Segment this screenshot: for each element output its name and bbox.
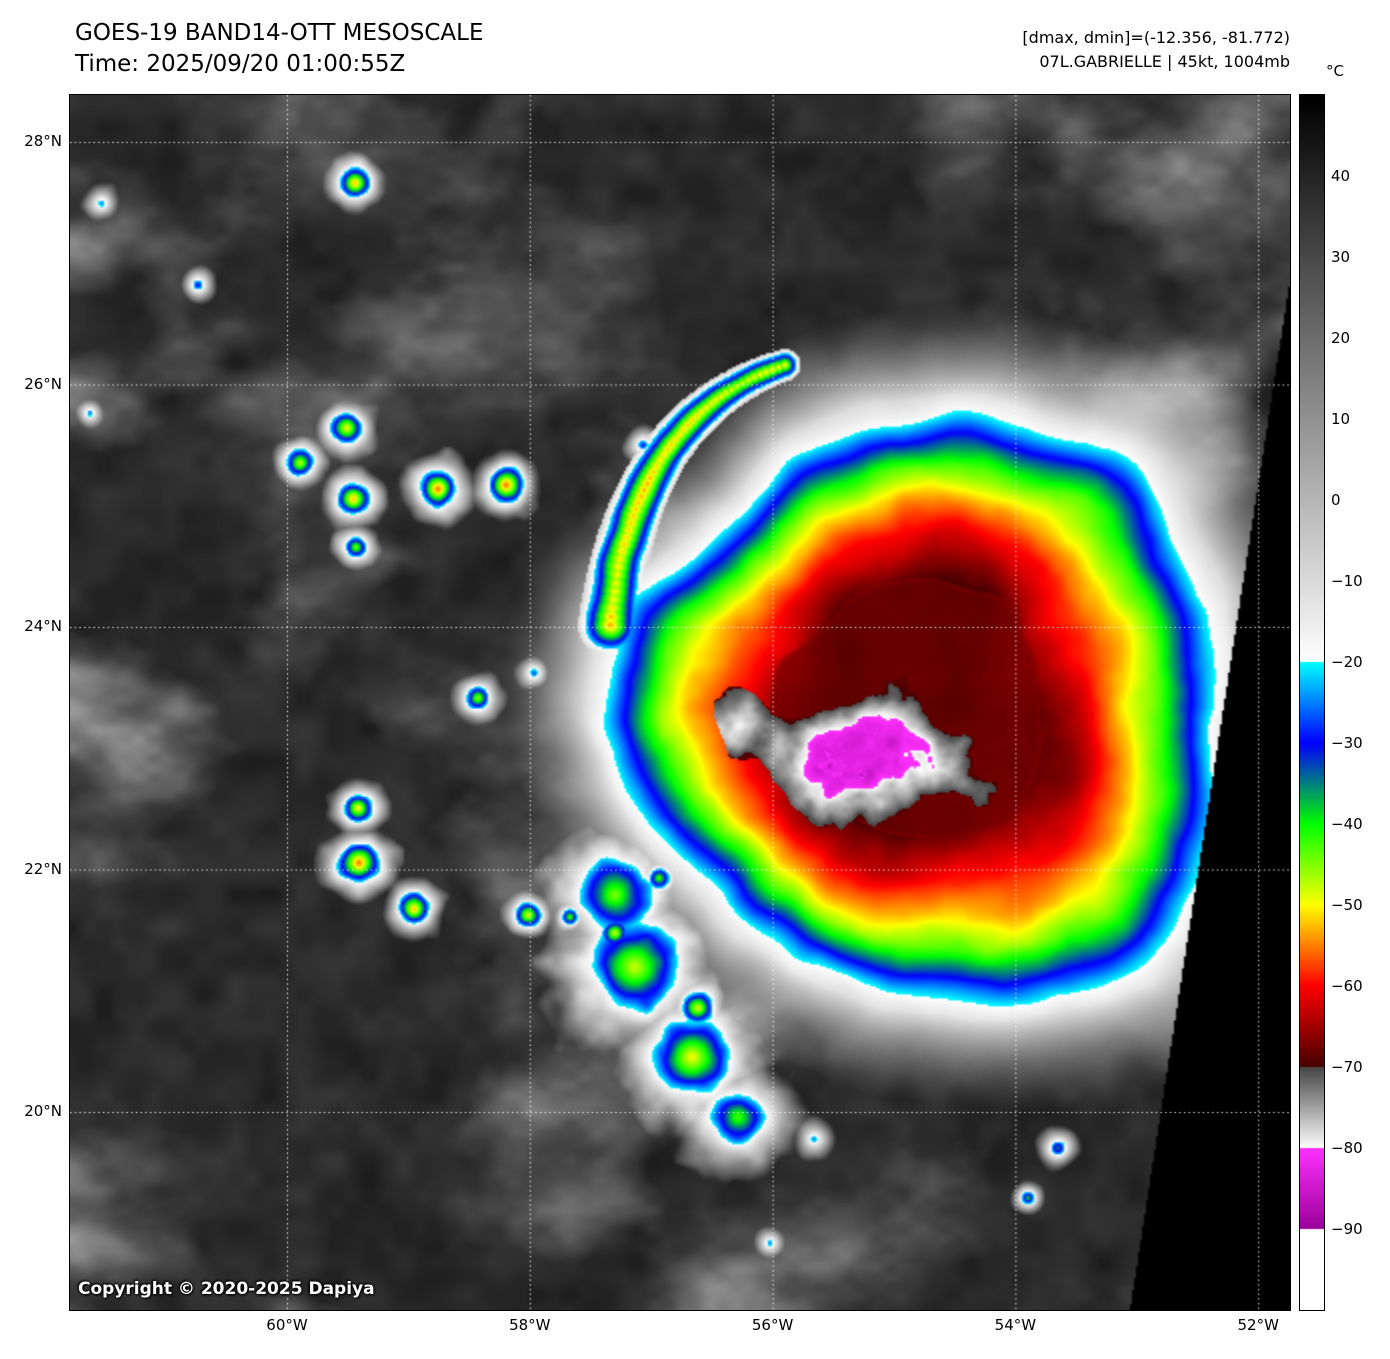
satellite-image-canvas (69, 94, 1291, 1311)
colorbar-canvas (1299, 94, 1325, 1311)
colorbar-tick-label: −90 (1331, 1220, 1363, 1238)
lon-tick-label: 52°W (1237, 1316, 1279, 1334)
product-time: Time: 2025/09/20 01:00:55Z (75, 51, 406, 77)
colorbar-tick-label: 10 (1331, 410, 1351, 428)
lat-tick-label: 20°N (24, 1102, 62, 1120)
lat-tick-label: 28°N (24, 132, 62, 150)
lat-tick-label: 24°N (24, 617, 62, 635)
lat-tick-label: 26°N (24, 374, 62, 393)
colorbar-tick-label: 40 (1331, 167, 1351, 185)
colorbar-tick-label: −60 (1331, 977, 1363, 995)
copyright-watermark: Copyright © 2020-2025 Dapiya (78, 1279, 375, 1299)
colorbar-tick-label: −10 (1331, 572, 1363, 590)
colorbar-tick-label: −40 (1331, 815, 1363, 833)
dmax-dmin-readout: [dmax, dmin]=(-12.356, -81.772) (1022, 28, 1290, 47)
colorbar-tick-label: −50 (1331, 896, 1363, 914)
colorbar-unit-label: °C (1326, 62, 1344, 80)
lon-tick-label: 56°W (751, 1316, 794, 1334)
colorbar-tick-label: 20 (1331, 329, 1351, 347)
lon-tick-label: 58°W (509, 1316, 551, 1334)
colorbar-tick-label: −30 (1331, 734, 1363, 752)
colorbar-tick-label: −70 (1331, 1058, 1363, 1076)
colorbar-tick-label: −80 (1331, 1139, 1363, 1157)
lon-tick-label: 60°W (266, 1316, 308, 1334)
storm-info: 07L.GABRIELLE | 45kt, 1004mb (1039, 52, 1290, 71)
lat-tick-label: 22°N (24, 859, 62, 878)
product-title: GOES-19 BAND14-OTT MESOSCALE (75, 20, 484, 46)
colorbar-tick-label: 0 (1331, 491, 1341, 509)
colorbar-tick-label: −20 (1331, 653, 1363, 671)
lon-tick-label: 54°W (994, 1316, 1037, 1334)
colorbar-tick-label: 30 (1331, 248, 1351, 266)
header-right: [dmax, dmin]=(-12.356, -81.772) 07L.GABR… (1022, 26, 1290, 74)
